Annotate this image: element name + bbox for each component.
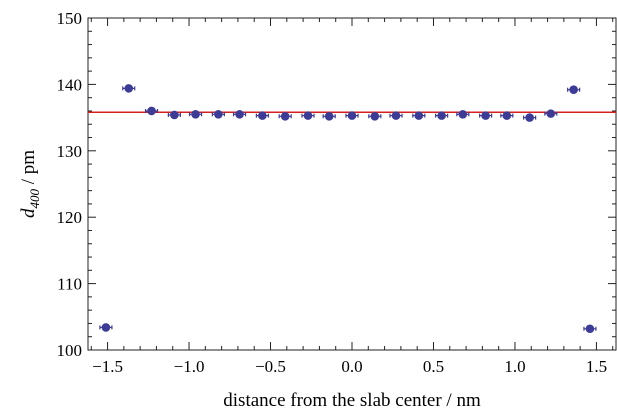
data-point-marker [303,111,313,120]
x-tick-label: −0.5 [255,357,286,376]
data-point [412,111,426,120]
y-axis-label-unit: / pm [18,150,39,189]
x-tick-label: −1.5 [92,357,123,376]
data-point-marker [370,111,380,121]
data-point [456,109,470,119]
data-point [122,84,136,93]
data-point [567,85,581,95]
data-point [583,324,597,334]
x-tick-label: 0.0 [341,357,362,376]
data-point [188,109,203,119]
y-axis-label-subscript: 400 [27,189,42,209]
x-tick-labels: −1.5 −1.0 −0.5 0.0 0.5 1.0 1.5 [92,357,607,376]
y-tick-label: 150 [57,9,83,28]
data-point [523,113,537,122]
x-tick-label: 0.5 [423,357,444,376]
y-tick-label: 130 [57,142,83,161]
data-point [211,109,225,119]
data-point-marker [414,111,424,120]
x-axis-label: distance from the slab center / nm [223,390,481,411]
data-point-marker [147,106,156,116]
x-tick-label: −1.0 [174,357,205,376]
data-points [99,84,597,334]
data-point-marker [391,111,401,120]
y-tick-label: 100 [57,341,83,360]
y-axis-label: d400 / pm [18,150,42,218]
data-point [435,111,449,120]
data-point-marker [191,109,200,119]
data-point [345,111,359,120]
x-tick-label: 1.5 [586,357,607,376]
data-point-marker [124,84,134,93]
data-point-marker [324,111,334,121]
y-tick-label: 110 [57,275,82,294]
y-axis-label-main: d [18,208,39,218]
data-point [99,323,113,332]
x-tick-label: 1.0 [504,357,525,376]
data-point [479,111,493,120]
data-point [322,111,336,121]
data-point-marker [347,111,357,120]
data-point-marker [235,109,244,119]
data-point-marker [458,109,468,119]
data-point-marker [481,111,490,120]
y-tick-label: 140 [57,75,83,94]
data-point-marker [101,323,111,332]
data-point [301,111,315,120]
data-point [144,106,159,116]
data-point [278,111,292,121]
data-point-marker [437,111,446,120]
data-point [500,111,514,120]
data-point-marker [502,111,512,120]
data-point [255,111,269,120]
data-point-marker [258,111,267,120]
data-point-marker [585,324,595,334]
data-point [232,109,247,119]
y-tick-labels: 100 110 120 130 140 150 [57,9,83,360]
data-point [389,111,403,120]
data-point-marker [569,85,578,95]
data-point-marker [525,113,534,122]
data-point [167,110,181,120]
data-point-marker [214,109,223,119]
y-tick-label: 120 [57,208,83,227]
data-point [368,111,382,121]
data-point-marker [280,111,290,121]
data-point [544,109,558,118]
data-point-marker [546,109,556,118]
plot-frame [87,17,617,351]
data-point-marker [170,110,179,120]
axis-ticks [88,17,616,351]
